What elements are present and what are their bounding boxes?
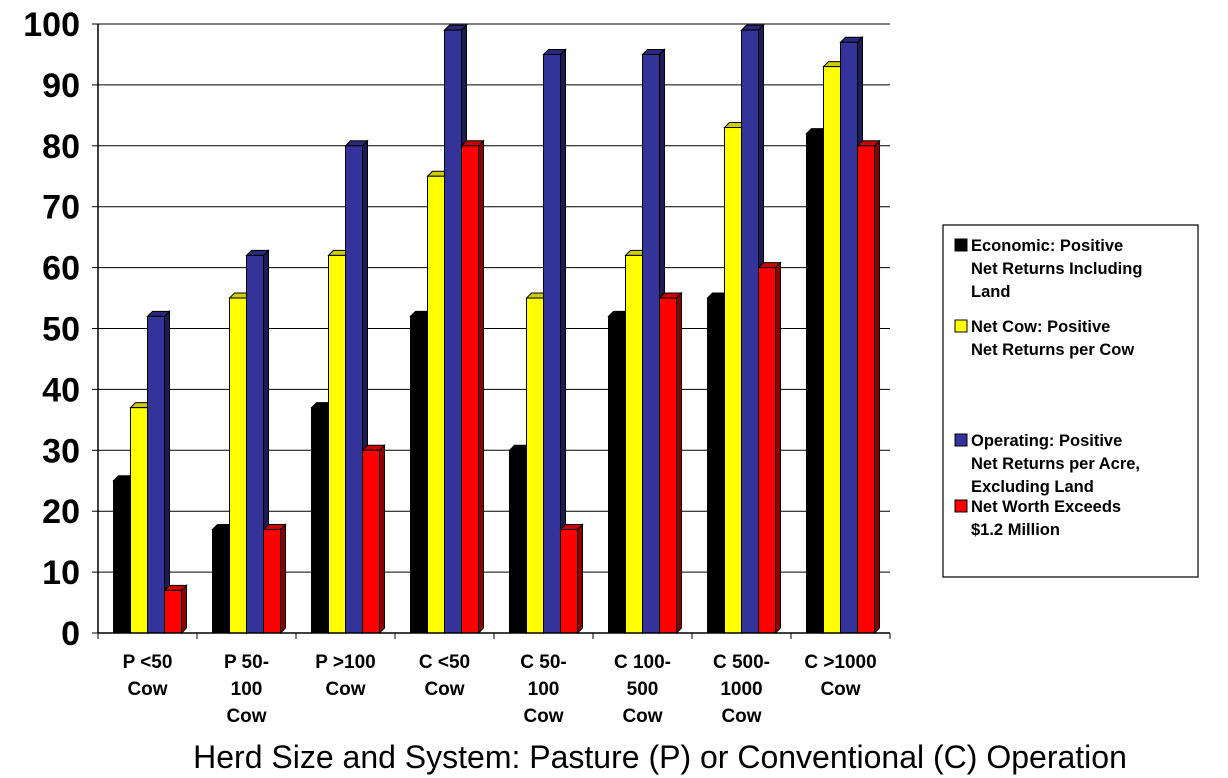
bar-side — [181, 584, 187, 635]
legend-label: Excluding Land — [971, 478, 1094, 496]
bar — [461, 145, 479, 634]
legend-label: Net Returns per Acre, — [971, 455, 1140, 473]
bar — [806, 133, 824, 634]
legend-swatch — [954, 499, 968, 513]
x-tick-label: P <50 — [123, 652, 173, 673]
x-tick-label: 500 — [627, 679, 659, 700]
x-tick-label: 100 — [231, 679, 263, 700]
bar — [543, 53, 561, 634]
bars — [112, 23, 881, 635]
x-tick-label: C 100- — [614, 652, 671, 673]
x-tick-label: Cow — [226, 706, 266, 727]
legend-box — [942, 224, 1199, 578]
bar-side — [379, 444, 385, 635]
bar — [444, 29, 462, 634]
bar — [345, 145, 363, 634]
bar — [410, 315, 428, 634]
bar — [263, 528, 281, 634]
legend-label: $1.2 Million — [971, 521, 1060, 539]
bar-side — [775, 261, 781, 635]
y-tick-label: 90 — [42, 67, 80, 105]
bar — [130, 407, 148, 634]
x-tick-label: Cow — [523, 706, 563, 727]
bar — [427, 175, 445, 634]
legend-swatch — [954, 238, 968, 252]
x-tick-label: P >100 — [315, 652, 375, 673]
y-tick-label: 20 — [42, 493, 80, 531]
legend-label: Net Returns per Cow — [971, 341, 1134, 359]
x-tick-label: Cow — [622, 706, 662, 727]
x-tick-label: Cow — [325, 679, 365, 700]
x-tick-label: 100 — [528, 679, 560, 700]
y-tick-label: 100 — [23, 6, 80, 44]
legend-label: Net Worth Exceeds — [971, 498, 1121, 516]
legend-label: Net Returns Including — [971, 260, 1142, 278]
bar — [328, 254, 346, 634]
bar — [625, 254, 643, 634]
y-tick-labels: 0 10 20 30 40 50 60 70 80 90 100 — [23, 6, 80, 653]
x-axis-label: Herd Size and System: Pasture (P) or Con… — [193, 739, 1127, 775]
bar — [560, 528, 578, 634]
bar-side — [478, 139, 484, 635]
bar-side — [577, 523, 583, 635]
legend-swatch — [954, 433, 968, 447]
bar — [212, 528, 230, 634]
bar — [608, 315, 626, 634]
bar-side — [874, 139, 880, 635]
bar — [526, 297, 544, 634]
x-tick-label: Cow — [721, 706, 761, 727]
legend-label: Land — [971, 283, 1010, 301]
y-tick-label: 30 — [42, 432, 80, 470]
bar — [659, 297, 677, 634]
x-tick-label: C <50 — [419, 652, 470, 673]
x-tick-labels: P <50 Cow P 50- 100 Cow P >100 Cow C <50 Cow C 50… — [123, 652, 877, 727]
x-tick-label: Cow — [424, 679, 464, 700]
y-tick-label: 50 — [42, 311, 80, 349]
legend-label: Operating: Positive — [971, 432, 1122, 450]
y-tick-label: 40 — [42, 371, 80, 409]
bar — [741, 29, 759, 634]
x-tick-label: 1000 — [720, 679, 762, 700]
bar — [857, 145, 875, 634]
axes — [92, 23, 891, 639]
y-tick-label: 80 — [42, 128, 80, 166]
bar — [724, 127, 742, 634]
y-tick-label: 10 — [42, 554, 80, 592]
x-tick-label: C >1000 — [804, 652, 876, 673]
y-tick-label: 60 — [42, 250, 80, 288]
legend: Economic: Positive Net Returns Including L… — [942, 224, 1199, 578]
bar — [509, 449, 527, 634]
x-tick-label: Cow — [820, 679, 860, 700]
bar — [840, 41, 858, 634]
legend-label: Economic: Positive — [971, 237, 1123, 255]
bar — [246, 254, 264, 634]
bar — [229, 297, 247, 634]
bar — [164, 589, 182, 634]
bar — [113, 480, 131, 634]
y-tick-label: 70 — [42, 189, 80, 227]
x-tick-label: C 50- — [520, 652, 566, 673]
bar — [362, 449, 380, 634]
x-tick-label: Cow — [127, 679, 167, 700]
legend-swatch — [954, 319, 968, 333]
x-tick-label: C 500- — [713, 652, 770, 673]
bar — [823, 66, 841, 634]
x-tick-label: P 50- — [224, 652, 269, 673]
y-tick-label: 0 — [61, 615, 80, 653]
bar-side — [164, 310, 170, 635]
bar — [758, 267, 776, 634]
bar-side — [676, 291, 682, 635]
bar-side — [280, 523, 286, 635]
bar — [642, 53, 660, 634]
legend-label: Net Cow: Positive — [971, 318, 1110, 336]
bar — [311, 407, 329, 634]
bar — [707, 297, 725, 634]
bar — [147, 315, 165, 634]
